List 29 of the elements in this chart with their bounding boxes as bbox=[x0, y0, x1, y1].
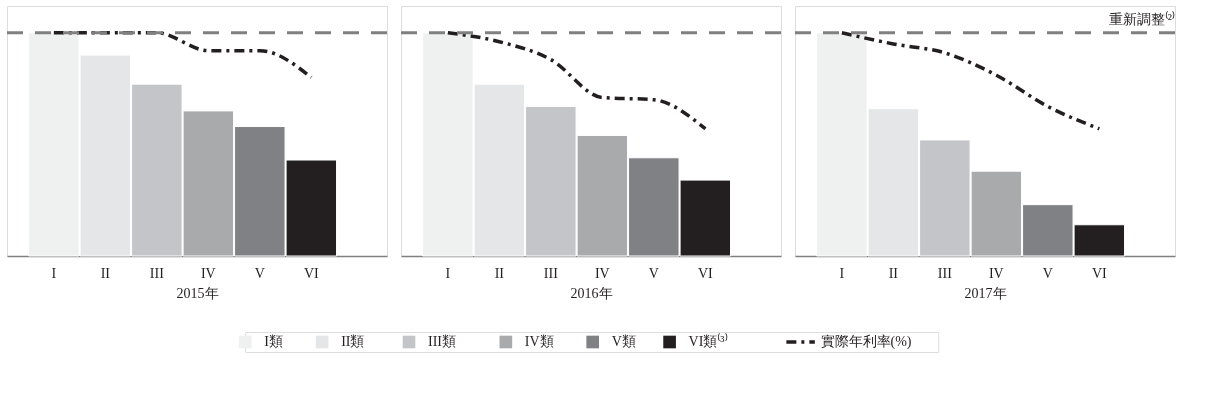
legend-label: VI類⁽³⁾ bbox=[688, 333, 728, 349]
x-tick-label: II bbox=[494, 265, 505, 281]
x-axis-title: 2015年 bbox=[176, 285, 219, 301]
legend-label: III類 bbox=[427, 334, 456, 349]
x-tick-label: V bbox=[254, 265, 265, 281]
x-tick-label: I bbox=[839, 265, 845, 281]
x-tick-label: VI bbox=[697, 265, 714, 281]
legend-label: II類 bbox=[341, 334, 365, 349]
x-tick-label: V bbox=[648, 265, 659, 281]
x-tick-label: IV bbox=[988, 265, 1004, 281]
x-tick-label: VI bbox=[1091, 265, 1108, 281]
x-axis-title: 2017年 bbox=[964, 285, 1007, 301]
x-tick-label: II bbox=[100, 265, 111, 281]
x-axis-title: 2016年 bbox=[570, 285, 613, 301]
x-tick-label: I bbox=[51, 265, 57, 281]
ref-line-label: 重新調整⁽²⁾ bbox=[1108, 10, 1175, 27]
x-tick-label: I bbox=[445, 265, 451, 281]
legend-label: IV類 bbox=[524, 334, 554, 349]
x-tick-label: III bbox=[937, 265, 953, 281]
x-tick-label: IV bbox=[200, 265, 216, 281]
legend-label: I類 bbox=[264, 334, 283, 349]
legend-label: V類 bbox=[611, 334, 636, 349]
x-tick-label: V bbox=[1042, 265, 1053, 281]
x-tick-label: II bbox=[888, 265, 899, 281]
x-tick-label: III bbox=[543, 265, 559, 281]
x-tick-label: IV bbox=[594, 265, 610, 281]
x-tick-label: III bbox=[149, 265, 165, 281]
legend-label: 實際年利率(%) bbox=[820, 334, 912, 350]
x-tick-label: VI bbox=[303, 265, 320, 281]
